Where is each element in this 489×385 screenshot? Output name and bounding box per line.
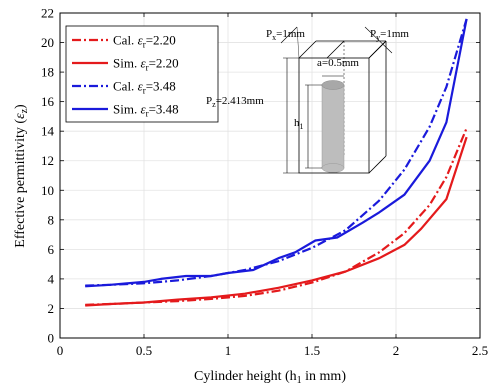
y-tick-label: 8 [48, 212, 55, 227]
pz-label: Pz=2.413mm [206, 95, 264, 109]
box-edge [368, 40, 387, 59]
legend-label-4: Sim. εr=3.48 [113, 102, 179, 119]
box-edge [298, 40, 317, 59]
px-dimension-tick [296, 26, 300, 59]
x-tick-label: 1.5 [304, 343, 320, 358]
y-tick-label: 10 [41, 183, 54, 198]
cylinder-bottom [321, 163, 345, 173]
series-line-2 [85, 136, 468, 307]
y-tick-label: 2 [48, 301, 55, 316]
box-front-face [298, 57, 370, 174]
y-tick-label: 12 [41, 153, 54, 168]
series-line-3 [85, 18, 468, 287]
axis-ticks: 0 0.5 1 1.5 2 2.5 0 2 4 6 8 10 12 14 16 18 20 22 [41, 6, 488, 359]
y-tick-label: 4 [48, 271, 55, 286]
x-tick-label: 2 [393, 343, 400, 358]
unit-cell-inset: Px=1mm Py=1mm a=0.5mm Pz=2.413mm h1 [206, 26, 409, 174]
legend-label-2: Sim. εr=2.20 [113, 56, 179, 73]
y-tick-label: 20 [41, 35, 54, 50]
x-tick-label: 1 [225, 343, 232, 358]
legend-label-3: Cal. εr=3.48 [113, 79, 176, 96]
px-dimension [280, 26, 298, 44]
cylinder-body [321, 84, 345, 169]
series-lines [85, 18, 468, 307]
a-label: a=0.5mm [317, 57, 359, 69]
x-tick-label: 0.5 [136, 343, 152, 358]
y-tick-label: 16 [41, 94, 55, 109]
px-label: Px=1mm [266, 28, 305, 42]
cylinder-top [321, 80, 345, 90]
py-dimension [364, 26, 393, 54]
box-edge [368, 155, 387, 174]
y-tick-label: 14 [41, 124, 55, 139]
legend-label-1: Cal. εr=2.20 [113, 33, 176, 50]
plot-frame [59, 12, 481, 339]
y-tick-label: 0 [48, 331, 55, 346]
h1-label: h1 [294, 117, 304, 131]
x-tick-label: 0 [57, 343, 64, 358]
x-axis-label: Cylinder height (h1 in mm) [194, 369, 346, 385]
y-axis-label: Effective permittivity (εz) [13, 104, 30, 248]
y-tick-label: 18 [41, 65, 54, 80]
legend-box [65, 25, 219, 123]
series-line-1 [85, 127, 468, 306]
y-tick-label: 22 [41, 6, 54, 21]
legend: Cal. εr=2.20 Sim. εr=2.20 Cal. εr=3.48 Sim.… [65, 25, 219, 123]
y-tick-label: 6 [48, 242, 55, 257]
series-line-4 [85, 18, 468, 288]
x-tick-label: 2.5 [472, 343, 488, 358]
py-label: Py=1mm [370, 28, 409, 42]
box-edge [326, 40, 345, 59]
